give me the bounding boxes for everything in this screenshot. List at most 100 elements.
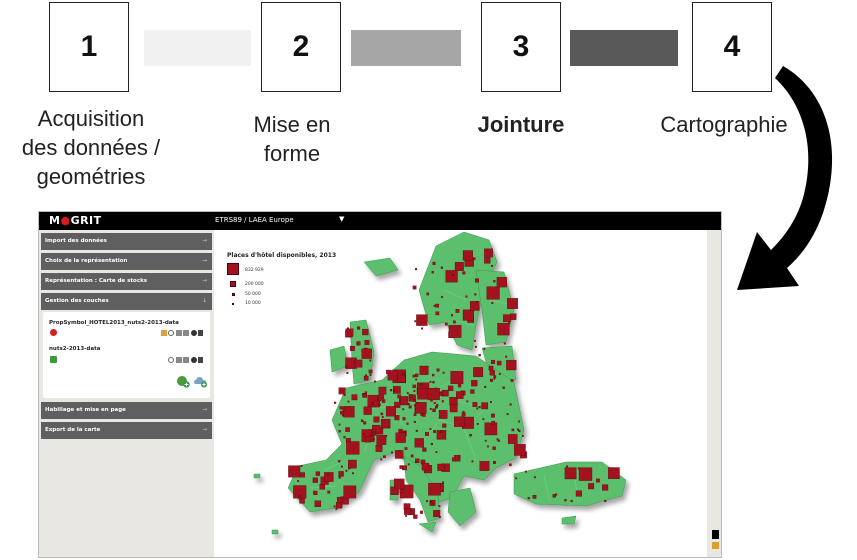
map-symbol [416,314,428,326]
map-symbol [426,500,428,503]
unlock-icon[interactable] [712,542,719,549]
map-symbol [414,320,417,323]
right-strip [707,230,721,557]
map-symbol [454,416,465,427]
panel-export-label: Export de la carte [45,427,101,433]
map-symbol [432,373,435,377]
panel-export[interactable]: Export de la carte → [41,422,212,439]
map-symbol [415,402,427,414]
legend-icon[interactable] [160,330,167,336]
map-symbol [419,365,429,375]
map-symbol [502,386,505,389]
map-symbol [511,428,515,432]
map-symbol [465,295,468,298]
map-symbol [405,514,408,517]
add-layer-icon[interactable] [176,374,190,388]
map-symbol [496,277,507,288]
map-symbol [421,327,424,330]
map-symbol [441,400,444,403]
layer-2-tools [168,357,203,363]
panel-layout[interactable]: Habillage et mise en page → [41,402,212,419]
chevron-down-icon[interactable]: ▼ [339,215,345,223]
panel-representation[interactable]: Choix de la représentation → [41,253,212,270]
gear-icon[interactable] [190,330,197,336]
map-symbol [394,478,405,490]
zoom-icon[interactable] [183,357,189,363]
trash-icon[interactable] [198,330,203,336]
map-symbol [374,380,376,383]
map-symbol [509,463,512,467]
map-symbol [298,495,301,498]
map-symbol [343,406,355,418]
map-symbol [430,442,433,446]
panel-stock-map[interactable]: Représentation : Carte de stocks → [41,273,212,290]
map-symbol [314,500,322,507]
map-symbol [604,499,607,502]
map-symbol [503,314,511,323]
zoom-icon[interactable] [183,330,189,336]
map-symbol [362,328,369,336]
trash-icon[interactable] [198,357,203,363]
map-symbol [435,451,438,454]
map-symbol [429,499,436,506]
map-symbol [471,460,474,463]
map-symbol [493,375,497,378]
panel-layers[interactable]: Gestion des couches ↓ [41,293,212,310]
map-symbol [498,373,501,375]
map-symbol [432,408,436,412]
map-symbol [457,384,462,388]
map-symbol [461,412,466,417]
map-symbol [450,371,464,384]
map-symbol [345,427,350,432]
map-symbol [299,472,305,478]
projection-select[interactable]: ETRS89 / LAEA Europe [215,216,294,224]
map-symbol [413,399,417,402]
map-symbol [412,384,416,388]
map-symbol [518,429,521,432]
eye-icon[interactable] [168,357,174,363]
map-symbol [343,485,357,499]
table-icon[interactable] [175,357,182,363]
map-symbol [381,416,384,418]
map-symbol [444,322,448,326]
layer-name-2[interactable]: nuts2-2013-data [49,346,101,352]
chevron-right-icon: → [202,407,207,413]
map-symbol [505,355,508,358]
map-symbol [347,400,350,403]
add-basemap-icon[interactable] [193,374,208,388]
map-symbol [455,309,460,313]
map-symbol [363,421,367,425]
map-symbol [438,505,441,507]
eye-icon[interactable] [168,330,174,336]
map-symbol [518,420,521,423]
map-symbol [333,505,336,508]
gear-icon[interactable] [190,357,197,363]
map-symbol [413,514,418,519]
table-icon[interactable] [175,330,182,336]
map-symbol [442,423,447,428]
map-symbol [429,408,432,410]
map-symbol [345,469,348,472]
map-symbol [503,342,506,345]
map-symbol [341,414,344,417]
map-symbol [371,402,375,405]
map-symbol [487,445,489,448]
legend-label-3: 50 000 [245,292,261,297]
map-symbol [341,465,343,468]
map-symbol [427,388,440,401]
panel-layout-label: Habillage et mise en page [45,407,126,413]
lock-icon[interactable] [712,530,719,539]
legend-symbol-3 [231,293,235,296]
panel-import[interactable]: Import des données → [41,233,212,250]
layer-name-1[interactable]: PropSymbol_HOTEL2013_nuts2-2013-data [49,320,179,326]
map-symbol [426,292,430,296]
map-symbol [342,407,346,411]
map-symbol [596,478,600,483]
map-symbol [404,447,408,450]
map-symbol [361,348,372,359]
map-symbol [357,326,361,330]
map-symbol [425,432,429,436]
map-symbol [348,459,357,469]
map-symbol [363,433,365,436]
map-canvas[interactable]: Places d'hôtel disponibles, 2013 832 929… [214,230,707,557]
